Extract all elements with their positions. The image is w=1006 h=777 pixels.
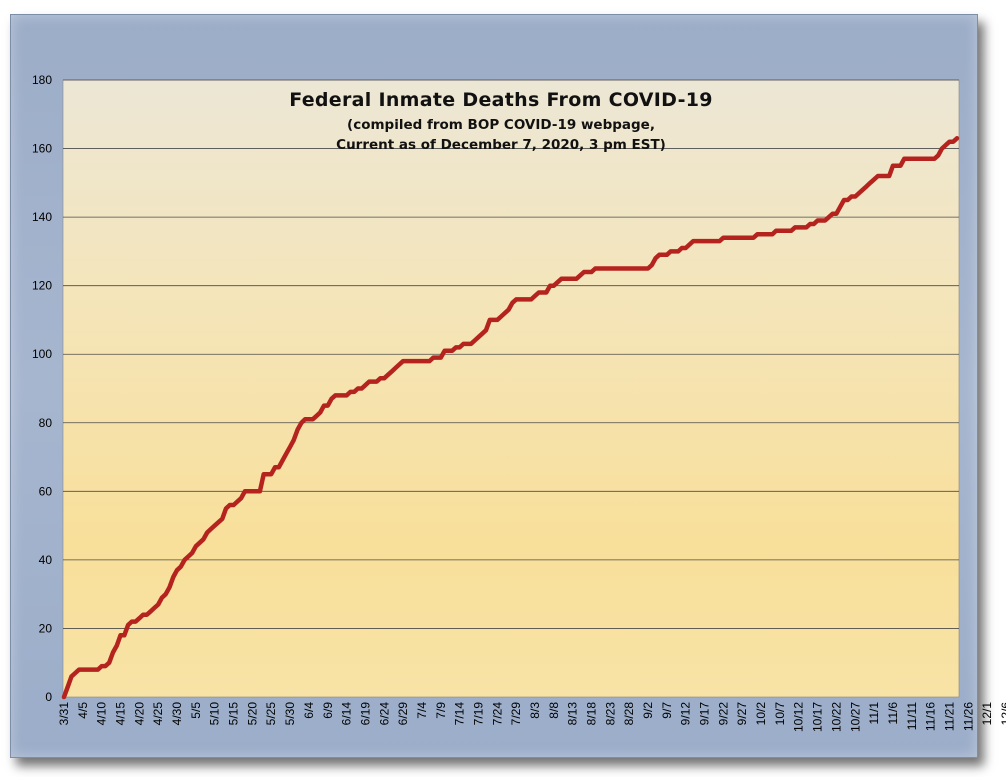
x-tick-label: 4/15 bbox=[114, 702, 128, 726]
x-tick-label: 8/23 bbox=[603, 702, 617, 726]
x-tick-label: 11/11 bbox=[905, 702, 919, 731]
x-tick-label: 6/19 bbox=[358, 702, 372, 726]
y-tick-label: 20 bbox=[39, 621, 53, 635]
x-tick-label: 10/27 bbox=[848, 702, 862, 732]
x-tick-label: 12/6 bbox=[999, 702, 1006, 726]
x-tick-label: 6/4 bbox=[302, 702, 316, 719]
x-tick-label: 8/3 bbox=[528, 702, 542, 719]
x-tick-label: 9/7 bbox=[660, 702, 674, 719]
x-tick-label: 7/24 bbox=[490, 702, 504, 726]
x-tick-label: 11/21 bbox=[942, 702, 956, 731]
y-tick-label: 120 bbox=[32, 279, 52, 293]
x-tick-label: 4/30 bbox=[170, 702, 184, 726]
x-tick-label: 7/29 bbox=[509, 702, 523, 726]
x-tick-label: 5/25 bbox=[264, 702, 278, 726]
y-tick-label: 180 bbox=[32, 73, 52, 87]
x-tick-label: 7/14 bbox=[453, 702, 467, 726]
y-tick-label: 100 bbox=[32, 347, 52, 361]
x-axis: 3/31 4/5 4/10 4/15 4/20 4/25 4/30 5/5 5/10 5/15 5/… bbox=[57, 702, 1006, 732]
plot-area bbox=[62, 79, 960, 698]
x-tick-label: 9/17 bbox=[698, 702, 712, 726]
chart-title: Federal Inmate Deaths From COVID-19 bbox=[289, 89, 713, 111]
x-tick-label: 5/10 bbox=[208, 702, 222, 726]
x-tick-label: 7/19 bbox=[471, 702, 485, 726]
x-tick-label: 10/2 bbox=[754, 702, 768, 726]
x-tick-label: 9/12 bbox=[679, 702, 693, 726]
x-tick-label: 5/30 bbox=[283, 702, 297, 726]
gridlines bbox=[63, 79, 959, 629]
series-line bbox=[61, 136, 960, 700]
x-tick-label: 11/1 bbox=[867, 702, 881, 725]
y-tick-label: 40 bbox=[39, 553, 53, 567]
x-tick-label: 4/20 bbox=[132, 702, 146, 726]
x-tick-label: 8/8 bbox=[547, 702, 561, 719]
x-tick-label: 7/4 bbox=[415, 702, 429, 719]
x-tick-label: 6/29 bbox=[396, 702, 410, 726]
x-tick-label: 10/22 bbox=[829, 702, 843, 732]
x-tick-label: 6/14 bbox=[340, 702, 354, 726]
x-tick-label: 4/10 bbox=[95, 702, 109, 726]
x-tick-label: 3/31 bbox=[57, 702, 71, 726]
x-tick-label: 8/18 bbox=[585, 702, 599, 726]
x-tick-label: 10/7 bbox=[773, 702, 787, 726]
x-tick-label: 11/16 bbox=[924, 702, 938, 731]
y-tick-label: 80 bbox=[39, 416, 53, 430]
x-tick-label: 9/27 bbox=[735, 702, 749, 726]
x-tick-label: 11/26 bbox=[961, 702, 975, 731]
y-tick-label: 140 bbox=[32, 210, 52, 224]
chart-subtitle-line-1: (compiled from BOP COVID-19 webpage, bbox=[347, 117, 655, 133]
x-tick-label: 12/1 bbox=[980, 702, 994, 726]
x-tick-label: 6/9 bbox=[321, 702, 335, 719]
x-tick-label: 6/24 bbox=[377, 702, 391, 726]
x-tick-label: 8/28 bbox=[622, 702, 636, 726]
x-tick-label: 7/9 bbox=[434, 702, 448, 719]
x-tick-label: 8/13 bbox=[566, 702, 580, 726]
y-tick-label: 160 bbox=[32, 142, 52, 156]
y-tick-label: 0 bbox=[45, 690, 52, 704]
x-tick-label: 9/2 bbox=[641, 702, 655, 719]
x-tick-label: 5/20 bbox=[245, 702, 259, 726]
x-tick-label: 5/5 bbox=[189, 702, 203, 719]
x-tick-label: 4/5 bbox=[76, 702, 90, 719]
x-tick-label: 4/25 bbox=[151, 702, 165, 726]
x-tick-label: 10/12 bbox=[792, 702, 806, 732]
x-tick-label: 11/6 bbox=[886, 702, 900, 725]
chart-subtitle-line-2: Current as of December 7, 2020, 3 pm EST… bbox=[336, 137, 666, 153]
y-tick-label: 60 bbox=[39, 484, 53, 498]
y-axis: 0 20 40 60 80 100 120 140 160 180 bbox=[32, 73, 52, 704]
x-tick-label: 9/22 bbox=[716, 702, 730, 726]
x-tick-label: 5/15 bbox=[227, 702, 241, 726]
x-tick-label: 10/17 bbox=[811, 702, 825, 732]
